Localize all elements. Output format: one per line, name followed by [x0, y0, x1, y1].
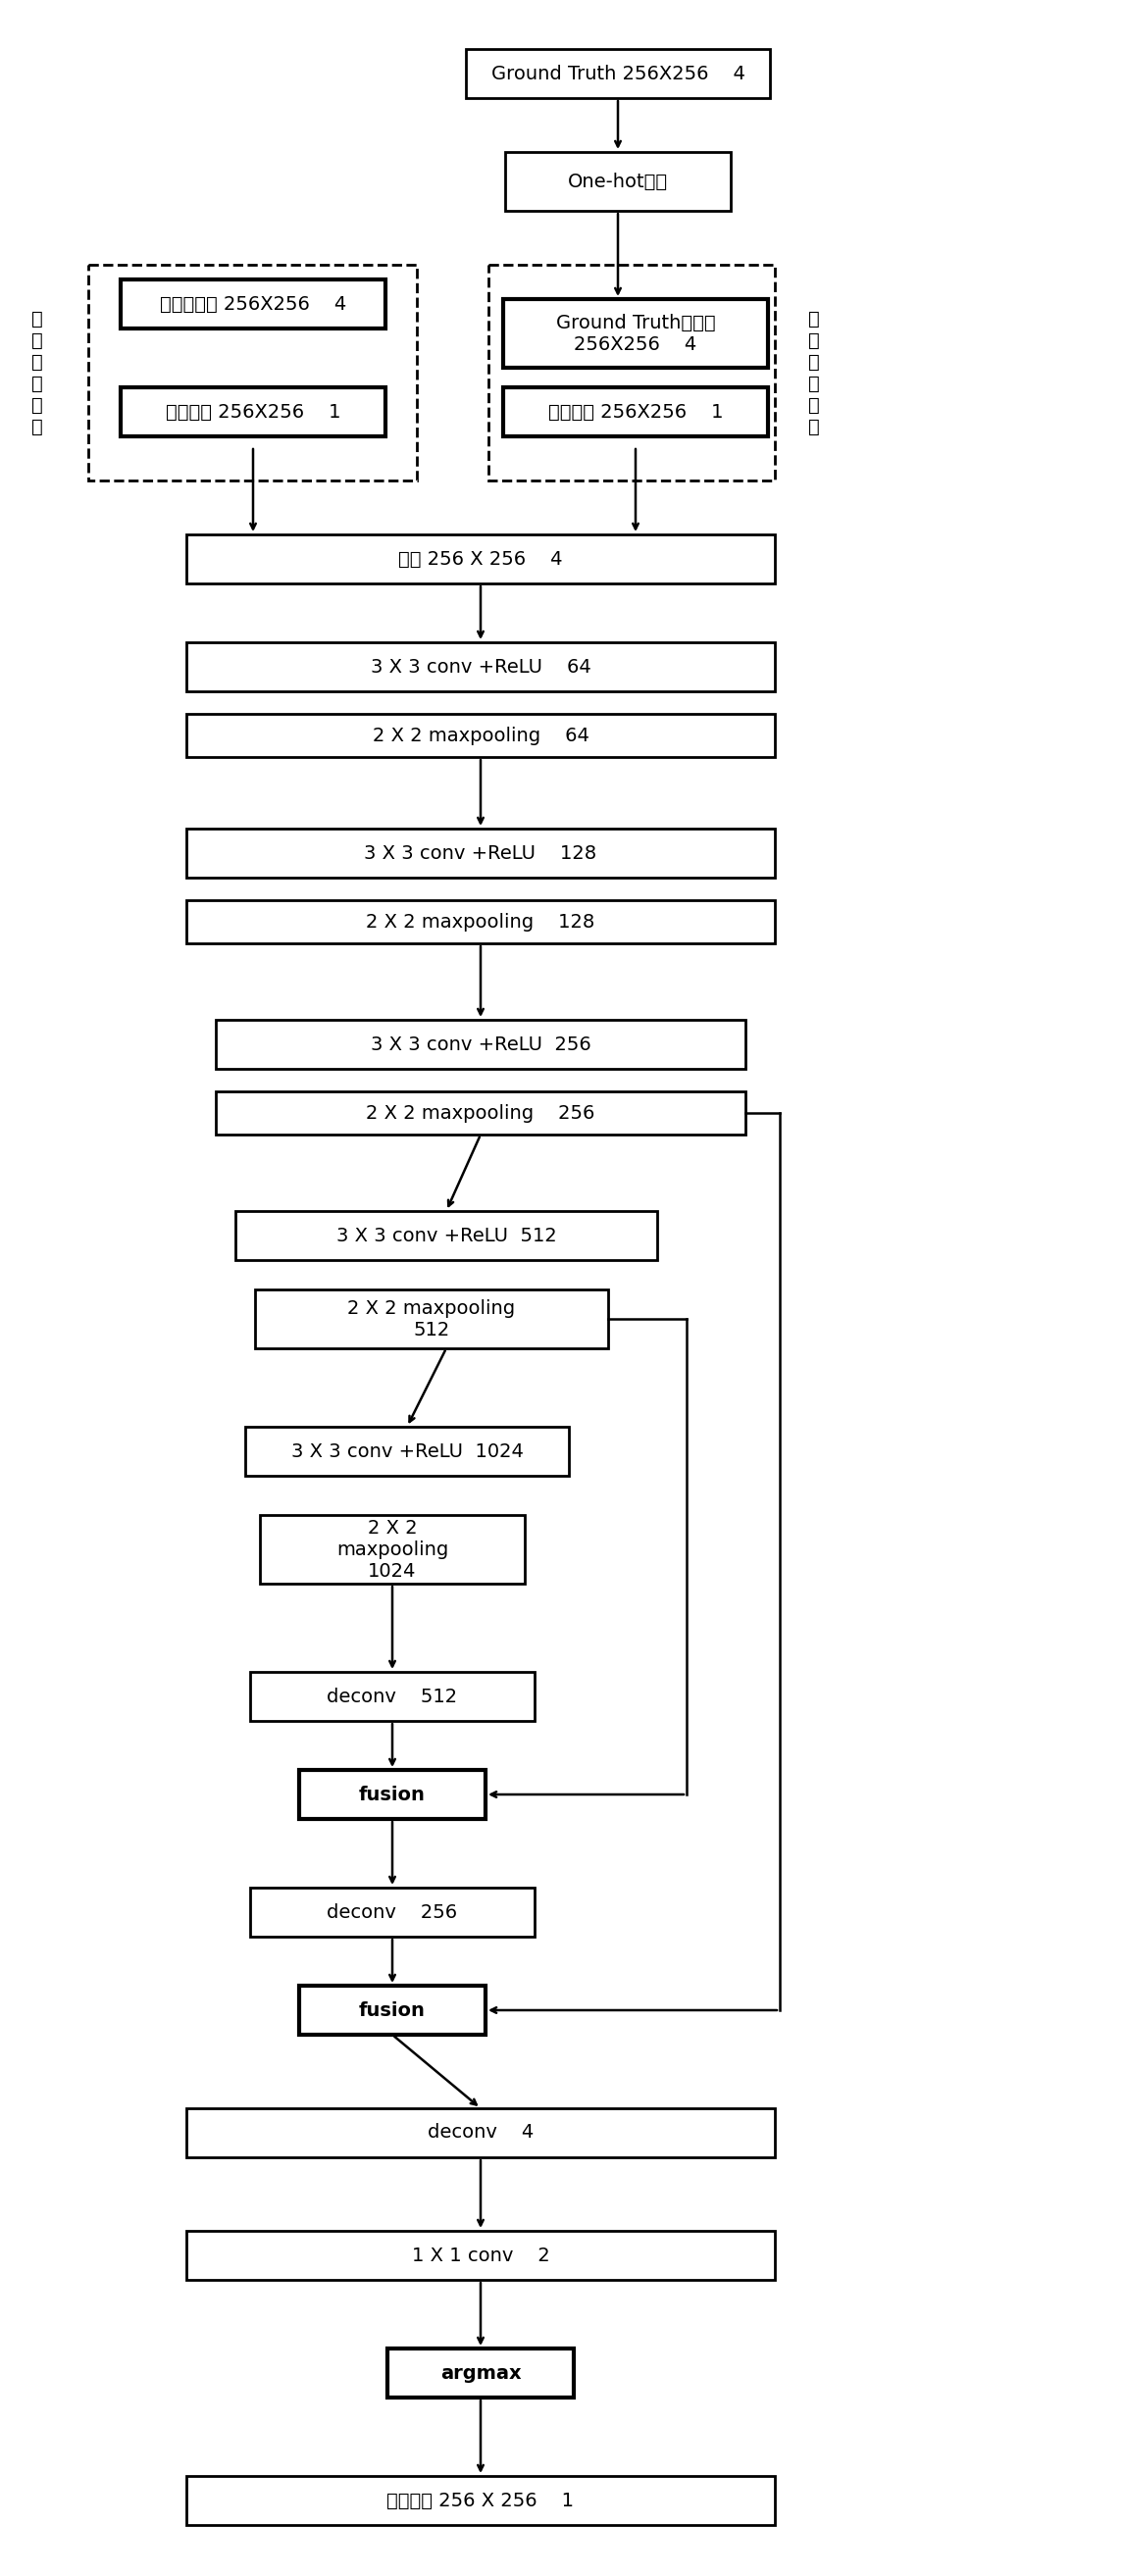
Text: 对
应
像
素
组
集: 对 应 像 素 组 集 — [809, 309, 820, 435]
Text: 对
应
像
素
组
集: 对 应 像 素 组 集 — [32, 309, 43, 435]
Text: 3 X 3 conv +ReLU    64: 3 X 3 conv +ReLU 64 — [370, 657, 591, 675]
Text: 2 X 2
maxpooling
1024: 2 X 2 maxpooling 1024 — [336, 1517, 449, 1579]
Bar — [187, 829, 775, 878]
Text: 1 X 1 conv    2: 1 X 1 conv 2 — [412, 2246, 550, 2264]
Bar — [250, 1672, 534, 1721]
Text: One-hot编码: One-hot编码 — [568, 173, 668, 191]
Text: 3 X 3 conv +ReLU  1024: 3 X 3 conv +ReLU 1024 — [291, 1443, 523, 1461]
Bar — [187, 641, 775, 690]
Text: 3 X 3 conv +ReLU    128: 3 X 3 conv +ReLU 128 — [364, 845, 597, 863]
Bar — [255, 1291, 609, 1347]
Bar — [216, 1092, 746, 1133]
Bar — [503, 386, 768, 435]
Text: 3 X 3 conv +ReLU  512: 3 X 3 conv +ReLU 512 — [336, 1226, 557, 1244]
Bar — [187, 2476, 775, 2524]
Bar — [387, 2349, 574, 2398]
Text: 3 X 3 conv +ReLU  256: 3 X 3 conv +ReLU 256 — [370, 1036, 591, 1054]
Text: Ground Truth编码图
256X256    4: Ground Truth编码图 256X256 4 — [556, 314, 716, 353]
Text: 2 X 2 maxpooling
512: 2 X 2 maxpooling 512 — [348, 1298, 515, 1340]
Text: 输入 256 X 256    4: 输入 256 X 256 4 — [398, 549, 562, 569]
Bar — [299, 1986, 486, 2035]
Bar — [88, 265, 417, 482]
Bar — [505, 152, 731, 211]
Bar — [216, 1020, 746, 1069]
Text: deconv    512: deconv 512 — [327, 1687, 458, 1705]
Bar — [187, 714, 775, 757]
Bar — [250, 1888, 534, 1937]
Bar — [488, 265, 775, 482]
Text: fusion: fusion — [359, 2002, 425, 2020]
Text: deconv    4: deconv 4 — [428, 2123, 533, 2143]
Text: deconv    256: deconv 256 — [327, 1904, 458, 1922]
Text: 2 X 2 maxpooling    64: 2 X 2 maxpooling 64 — [372, 726, 588, 744]
Bar — [120, 386, 386, 435]
Bar — [187, 2107, 775, 2156]
Bar — [187, 899, 775, 943]
Text: 原始图像 256X256    1: 原始图像 256X256 1 — [548, 402, 723, 420]
Bar — [245, 1427, 569, 1476]
Text: fusion: fusion — [359, 1785, 425, 1803]
Bar — [503, 299, 768, 368]
Bar — [120, 278, 386, 330]
Bar — [187, 2231, 775, 2280]
Text: Ground Truth 256X256    4: Ground Truth 256X256 4 — [490, 64, 745, 82]
Bar — [260, 1515, 524, 1584]
Bar — [235, 1211, 657, 1260]
Text: argmax: argmax — [440, 2365, 521, 2383]
Text: 置信度图 256 X 256    1: 置信度图 256 X 256 1 — [387, 2491, 574, 2509]
Bar — [187, 533, 775, 582]
Text: 分割特征图 256X256    4: 分割特征图 256X256 4 — [160, 294, 346, 314]
Text: 原始图像 256X256    1: 原始图像 256X256 1 — [165, 402, 341, 420]
Bar — [299, 1770, 486, 1819]
Bar — [466, 49, 770, 98]
Text: 2 X 2 maxpooling    256: 2 X 2 maxpooling 256 — [366, 1103, 595, 1123]
Text: 2 X 2 maxpooling    128: 2 X 2 maxpooling 128 — [367, 912, 595, 930]
